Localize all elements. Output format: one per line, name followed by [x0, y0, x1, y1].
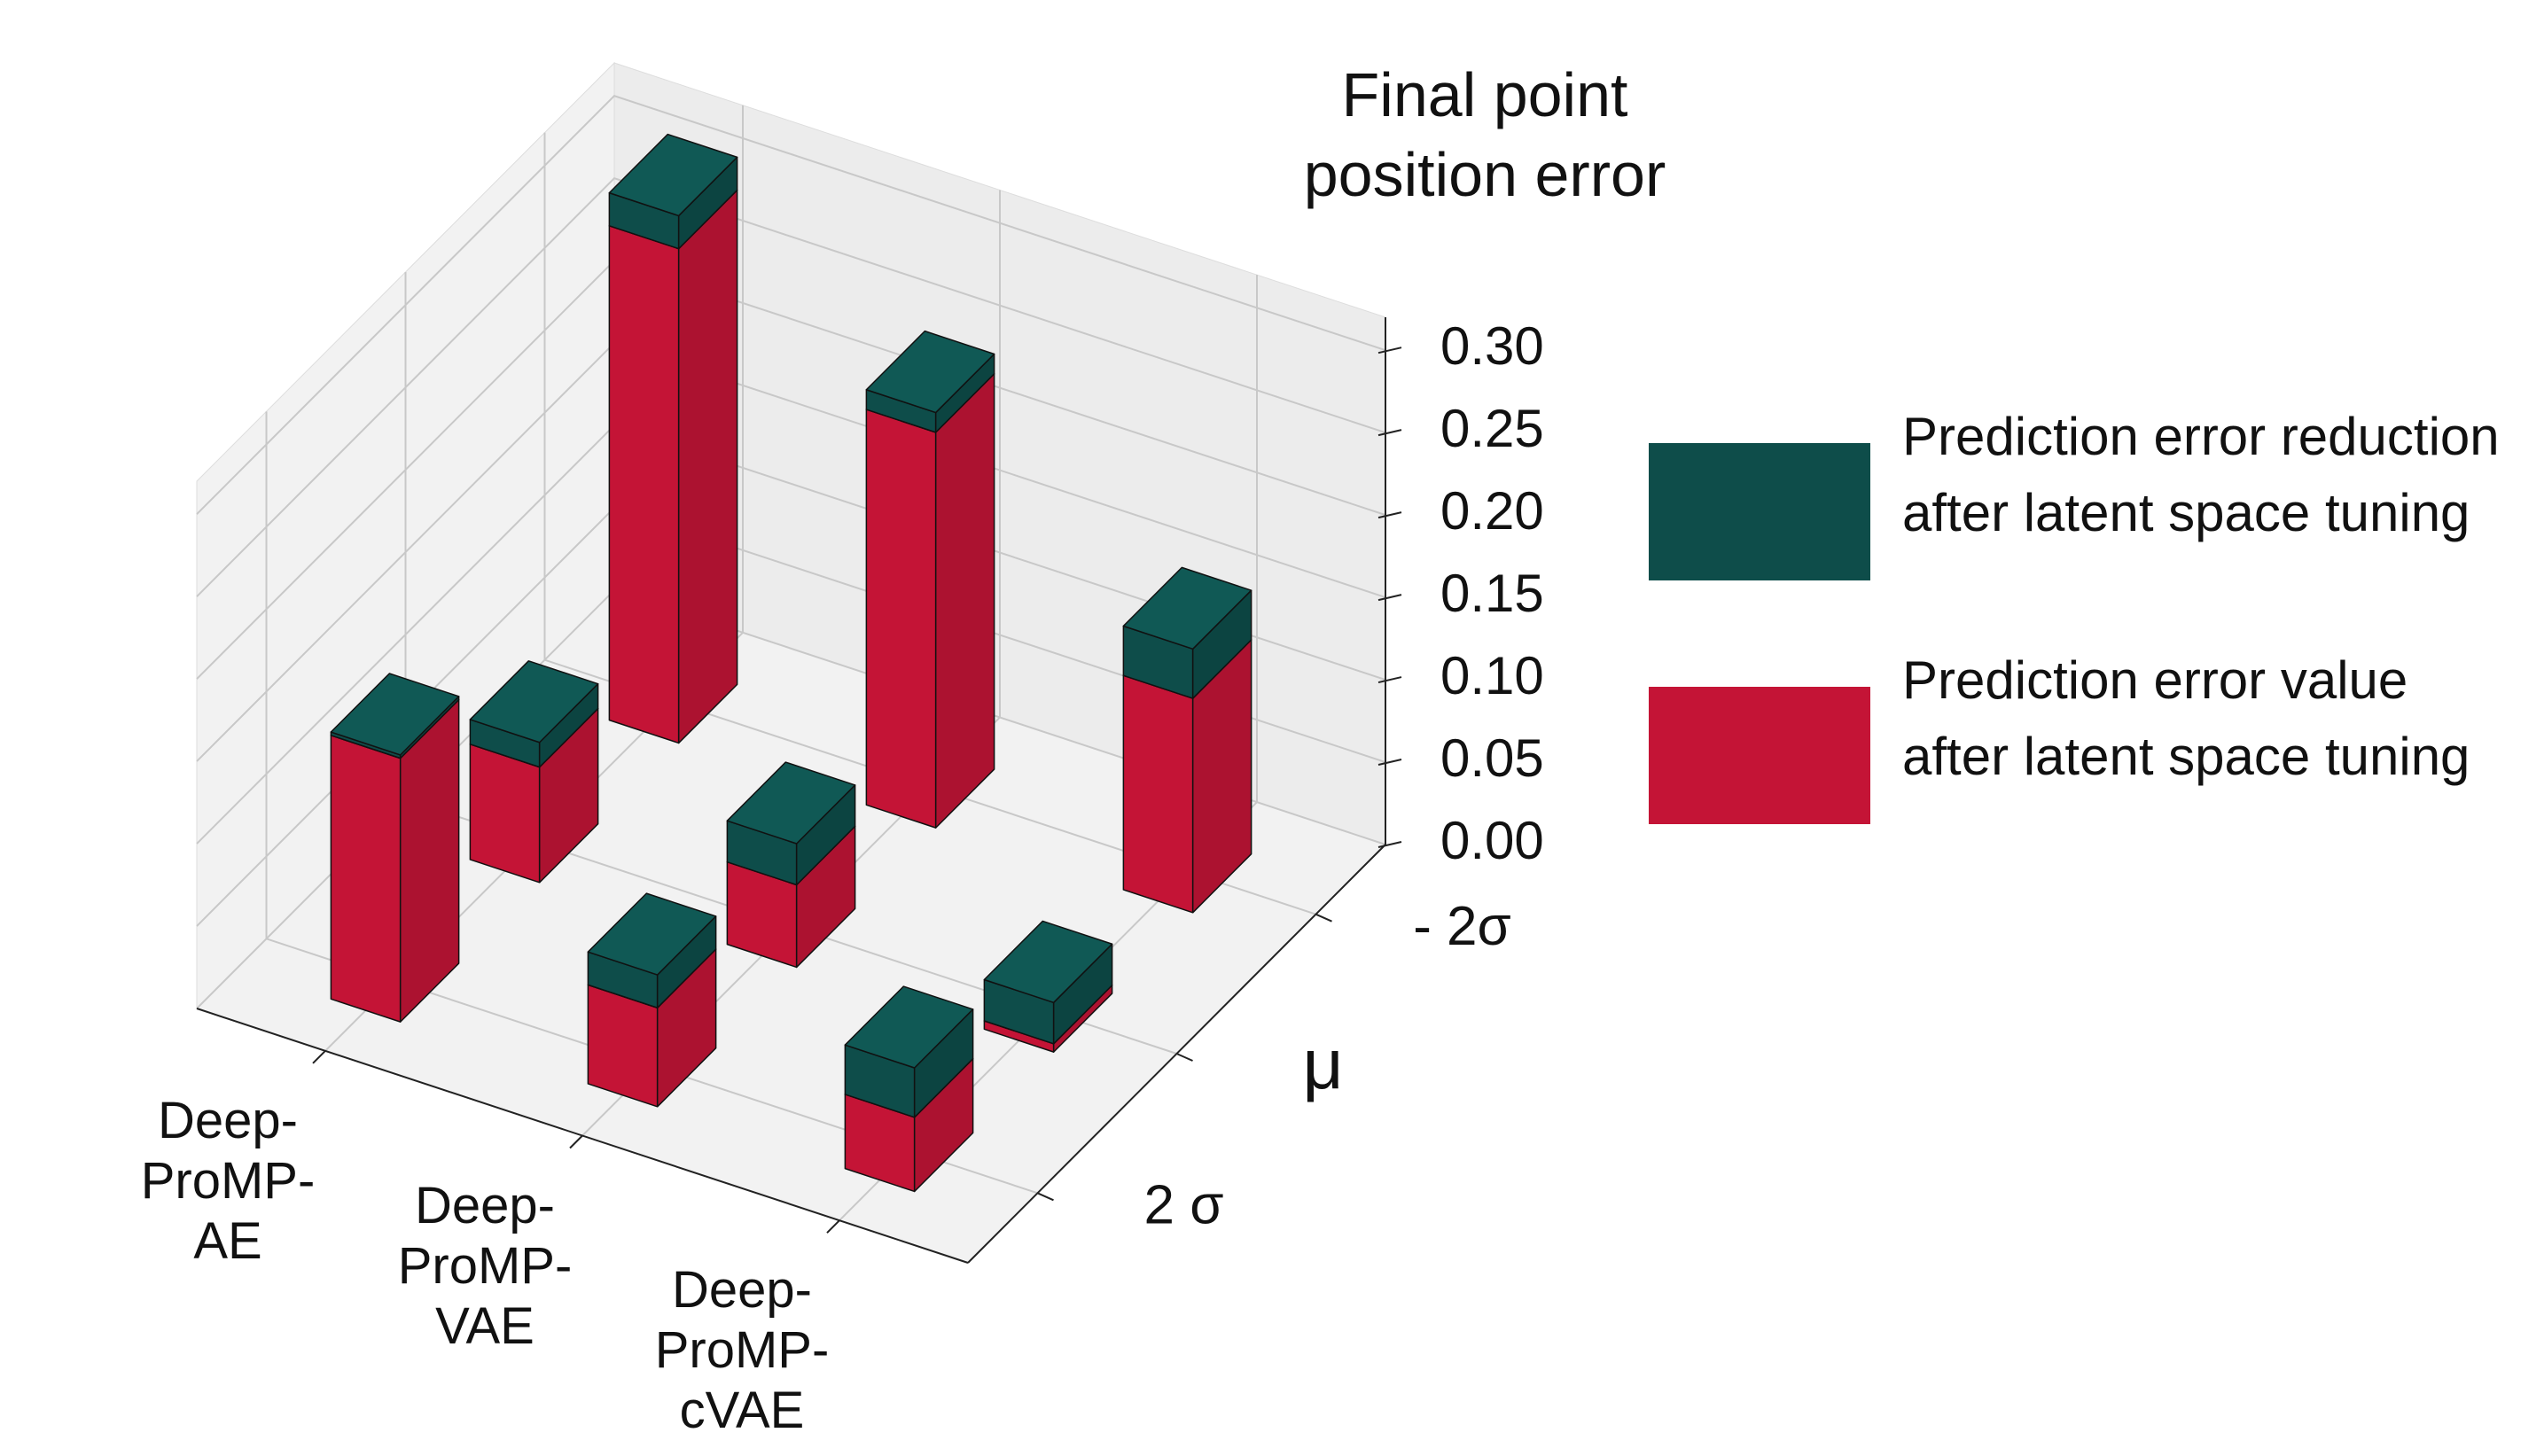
z-tick: [1377, 429, 1402, 437]
grid-line: [839, 275, 1258, 1221]
z-tick: [1377, 511, 1402, 519]
y-tick-label: 2 σ: [1144, 1175, 1224, 1236]
z-tick-label: 0.25: [1440, 399, 1544, 458]
bar-front-face: [469, 744, 541, 884]
bar-segment: [983, 920, 1113, 1045]
chart-title: Final point position error: [1303, 60, 1666, 209]
y-tick: [1176, 1053, 1193, 1062]
x-tick: [826, 1219, 840, 1234]
z-tick: [1377, 841, 1402, 848]
z-tick-label: 0.30: [1440, 316, 1544, 376]
bar-front-face: [1122, 674, 1194, 914]
x-tick-label: Deep-ProMP-cVAE: [654, 1261, 830, 1440]
bar-segment: [608, 133, 738, 250]
bar-top-face: [726, 761, 856, 845]
z-tick: [1377, 346, 1402, 354]
z-tick-label: 0.15: [1440, 564, 1544, 623]
bar-segment: [587, 892, 717, 1008]
y-tick: [1037, 1192, 1054, 1202]
bar-side-face: [934, 373, 995, 829]
z-tick-label: 0.05: [1440, 728, 1544, 788]
bar-top-face: [1122, 566, 1252, 650]
legend-swatch: [1649, 443, 1870, 580]
z-tick: [1377, 676, 1402, 684]
x-tick-label: Deep-ProMP-AE: [140, 1091, 316, 1270]
bar-segment: [330, 673, 460, 759]
z-tick-label: 0.10: [1440, 646, 1544, 705]
bar-top-face: [330, 673, 460, 756]
grid-line: [196, 177, 1386, 597]
bar-segment: [844, 985, 974, 1118]
grid-line: [543, 132, 1316, 915]
bar-top-face: [469, 660, 599, 744]
bar-top-face: [587, 892, 717, 976]
y-tick: [1315, 913, 1332, 923]
y-tick-label: - 2σ: [1413, 896, 1511, 957]
x-tick: [569, 1134, 583, 1149]
bar-segment: [865, 330, 995, 433]
bar-top-face: [865, 330, 995, 414]
bar-front-face: [865, 409, 937, 829]
bar-segment: [726, 761, 856, 886]
grid-line: [324, 105, 744, 1052]
legend-label: Prediction error reduction after latent …: [1902, 407, 2500, 542]
grid-line: [196, 95, 1386, 515]
x-tick-label: Deep-ProMP-VAE: [397, 1176, 573, 1355]
grid-line: [265, 411, 1038, 1195]
grid-line: [581, 190, 1001, 1137]
y-tick-label: μ: [1302, 1024, 1343, 1103]
legend-swatch: [1649, 687, 1870, 824]
z-tick-label: 0.00: [1440, 811, 1544, 870]
bar-front-face: [330, 735, 402, 1023]
bar-segment: [608, 166, 738, 744]
legend-label: Prediction error value after latent spac…: [1902, 650, 2470, 786]
bar-top-face: [608, 133, 738, 217]
bar-front-face: [608, 225, 680, 744]
z-tick: [1377, 759, 1402, 767]
bar-top-face: [983, 920, 1113, 1004]
x-tick: [312, 1050, 326, 1064]
bar-segment: [469, 660, 599, 768]
z-tick: [1377, 594, 1402, 602]
bar-top-face: [844, 985, 974, 1069]
bar-side-face: [677, 189, 738, 744]
z-tick-label: 0.20: [1440, 481, 1544, 541]
bar-segment: [1122, 566, 1252, 699]
